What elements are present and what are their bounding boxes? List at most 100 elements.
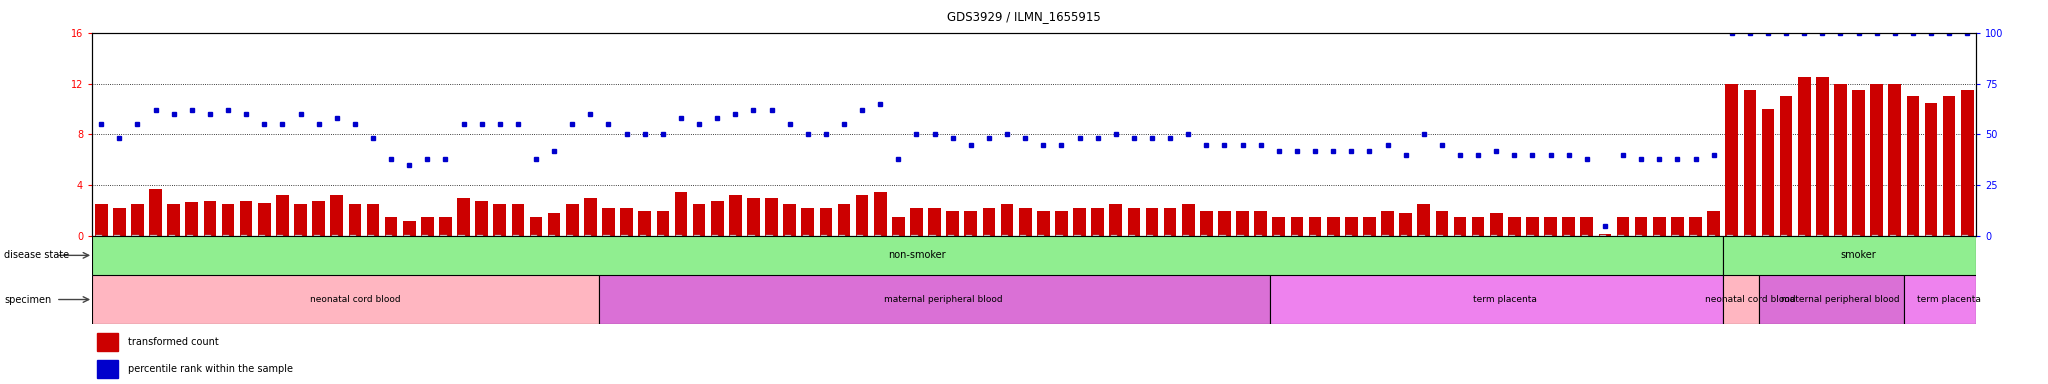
Text: GSM674358: GSM674358	[297, 236, 301, 263]
Bar	[657, 211, 670, 236]
Bar	[92, 275, 600, 324]
Text: GSM674298: GSM674298	[1927, 236, 1931, 263]
Text: GSM674202: GSM674202	[1184, 236, 1188, 263]
Bar	[1253, 211, 1268, 236]
Text: GSM674206: GSM674206	[1257, 236, 1262, 263]
Text: GSM674347: GSM674347	[133, 236, 137, 263]
Text: GSM674214: GSM674214	[1329, 236, 1333, 263]
Bar	[965, 211, 977, 236]
Bar	[150, 189, 162, 236]
Bar	[1417, 204, 1430, 236]
Text: GSM674361: GSM674361	[315, 236, 319, 263]
Text: GSM674282: GSM674282	[1729, 236, 1733, 263]
Text: GSM674204: GSM674204	[1221, 236, 1225, 263]
Text: percentile rank within the sample: percentile rank within the sample	[127, 364, 293, 374]
Bar	[1870, 84, 1882, 236]
Text: GSM674365: GSM674365	[369, 236, 373, 263]
Bar	[1907, 96, 1919, 236]
Bar	[928, 208, 940, 236]
Bar	[1724, 84, 1739, 236]
Bar	[1380, 211, 1395, 236]
Bar	[1634, 217, 1647, 236]
Text: GSM674385: GSM674385	[604, 236, 608, 263]
Text: GSM674373: GSM674373	[477, 236, 481, 263]
Text: GSM674200: GSM674200	[1149, 236, 1151, 263]
Bar	[1759, 275, 1905, 324]
Text: GSM674292: GSM674292	[1872, 236, 1876, 263]
Bar	[874, 192, 887, 236]
Bar	[1436, 211, 1448, 236]
Text: GSM674401: GSM674401	[803, 236, 807, 263]
Bar	[602, 208, 614, 236]
Text: GSM674186: GSM674186	[985, 236, 989, 263]
Bar	[168, 204, 180, 236]
Text: GSM674218: GSM674218	[1348, 236, 1352, 263]
Bar	[674, 192, 688, 236]
Bar	[1290, 217, 1303, 236]
Text: GSM674289: GSM674289	[1819, 236, 1823, 263]
Bar	[1110, 204, 1122, 236]
Bar	[838, 204, 850, 236]
Text: specimen: specimen	[4, 295, 51, 305]
Bar	[1036, 211, 1051, 236]
Text: GSM674299: GSM674299	[1946, 236, 1950, 263]
Bar	[422, 217, 434, 236]
Text: neonatal cord blood: neonatal cord blood	[309, 295, 399, 304]
Text: GSM674220: GSM674220	[1384, 236, 1389, 263]
Bar	[692, 204, 705, 236]
Text: GSM674210: GSM674210	[1292, 236, 1296, 263]
Bar	[1219, 211, 1231, 236]
Bar	[1671, 217, 1683, 236]
Text: GSM674185: GSM674185	[967, 236, 971, 263]
Text: maternal peripheral blood: maternal peripheral blood	[1782, 295, 1901, 304]
Bar	[240, 200, 252, 236]
Bar	[1454, 217, 1466, 236]
Text: GSM674393: GSM674393	[694, 236, 698, 263]
Text: term placenta: term placenta	[1917, 295, 1980, 304]
Text: GSM674195: GSM674195	[1112, 236, 1116, 263]
Text: GSM674403: GSM674403	[840, 236, 844, 263]
Bar	[584, 198, 596, 236]
Bar	[1780, 96, 1792, 236]
Bar	[1507, 217, 1522, 236]
Bar	[221, 204, 233, 236]
Text: GSM674284: GSM674284	[1745, 236, 1749, 263]
Text: GSM674368: GSM674368	[424, 236, 428, 263]
Bar	[1182, 204, 1194, 236]
Text: GSM674235: GSM674235	[1565, 236, 1569, 263]
Bar	[1272, 217, 1286, 236]
Text: transformed count: transformed count	[127, 337, 219, 348]
Bar	[94, 204, 109, 236]
Text: GSM674363: GSM674363	[332, 236, 336, 263]
Text: GSM674236: GSM674236	[1583, 236, 1587, 263]
Text: GSM674349: GSM674349	[170, 236, 174, 263]
Text: GSM674390: GSM674390	[659, 236, 664, 263]
Bar	[494, 204, 506, 236]
Text: GSM674348: GSM674348	[152, 236, 156, 263]
Text: GSM674382: GSM674382	[567, 236, 571, 263]
Text: GSM674398: GSM674398	[768, 236, 772, 263]
Bar	[1722, 236, 1976, 275]
Bar	[1851, 90, 1866, 236]
Bar	[1835, 84, 1847, 236]
Text: GSM674357: GSM674357	[279, 236, 283, 263]
Text: GSM674285: GSM674285	[1763, 236, 1767, 263]
Bar	[1722, 275, 1759, 324]
Text: GSM674184: GSM674184	[948, 236, 952, 263]
Bar	[1364, 217, 1376, 236]
Text: GSM674290: GSM674290	[1837, 236, 1841, 263]
Bar	[98, 333, 119, 351]
Bar	[1563, 217, 1575, 236]
Text: GSM674230: GSM674230	[1493, 236, 1497, 263]
Bar	[403, 221, 416, 236]
Text: GSM674181: GSM674181	[913, 236, 915, 263]
Text: GSM674389: GSM674389	[641, 236, 645, 263]
Bar	[893, 217, 905, 236]
Bar	[819, 208, 831, 236]
Text: GSM674190: GSM674190	[1022, 236, 1026, 263]
Text: GSM674355: GSM674355	[242, 236, 246, 263]
Text: GSM674191: GSM674191	[1038, 236, 1042, 263]
Text: GSM674245: GSM674245	[1710, 236, 1714, 263]
Text: maternal peripheral blood: maternal peripheral blood	[885, 295, 1004, 304]
Bar	[1616, 217, 1630, 236]
